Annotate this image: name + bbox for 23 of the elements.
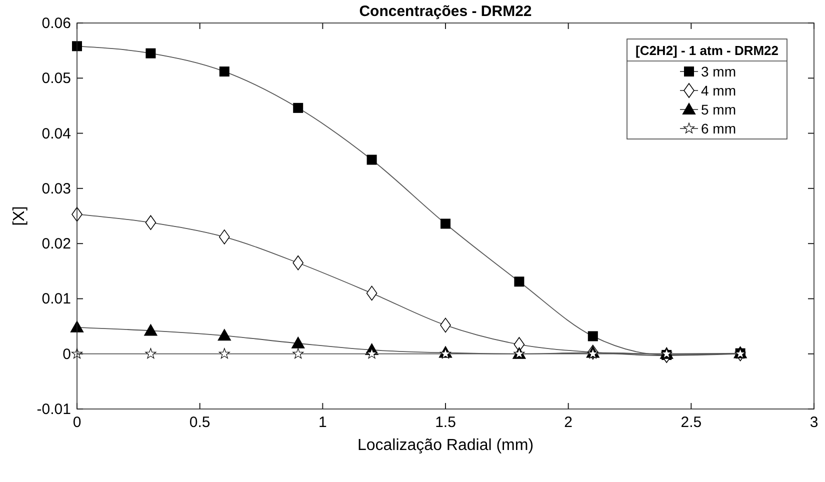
legend-label: 3 mm <box>701 64 736 80</box>
x-tick-label: 2 <box>564 414 573 431</box>
y-tick-label: 0.01 <box>42 290 71 308</box>
y-tick-label: 0.06 <box>42 15 71 32</box>
y-tick-label: 0.02 <box>42 236 71 253</box>
legend-label: 4 mm <box>701 82 736 98</box>
y-tick-label: 0.03 <box>42 180 71 198</box>
x-tick-label: 1 <box>318 414 327 431</box>
x-axis-title: Localização Radial (mm) <box>357 437 534 454</box>
x-tick-label: 0 <box>72 414 82 431</box>
y-tick-label: 0.04 <box>42 125 71 142</box>
legend-label: 5 mm <box>701 102 736 118</box>
y-tick-label: -0.01 <box>36 401 71 418</box>
y-axis-title: [X] <box>11 206 28 226</box>
y-tick-label: 0.05 <box>42 70 71 88</box>
y-tick-label: 0 <box>62 346 71 363</box>
x-tick-label: 2.5 <box>680 414 702 431</box>
chart-title: Concentrações - DRM22 <box>359 3 532 20</box>
legend-title: [C2H2] - 1 atm - DRM22 <box>635 43 779 58</box>
x-tick-label: 1.5 <box>435 414 456 431</box>
x-tick-label: 3 <box>810 414 818 431</box>
x-tick-label: 0.5 <box>189 414 210 431</box>
legend-label: 6 mm <box>701 120 736 136</box>
